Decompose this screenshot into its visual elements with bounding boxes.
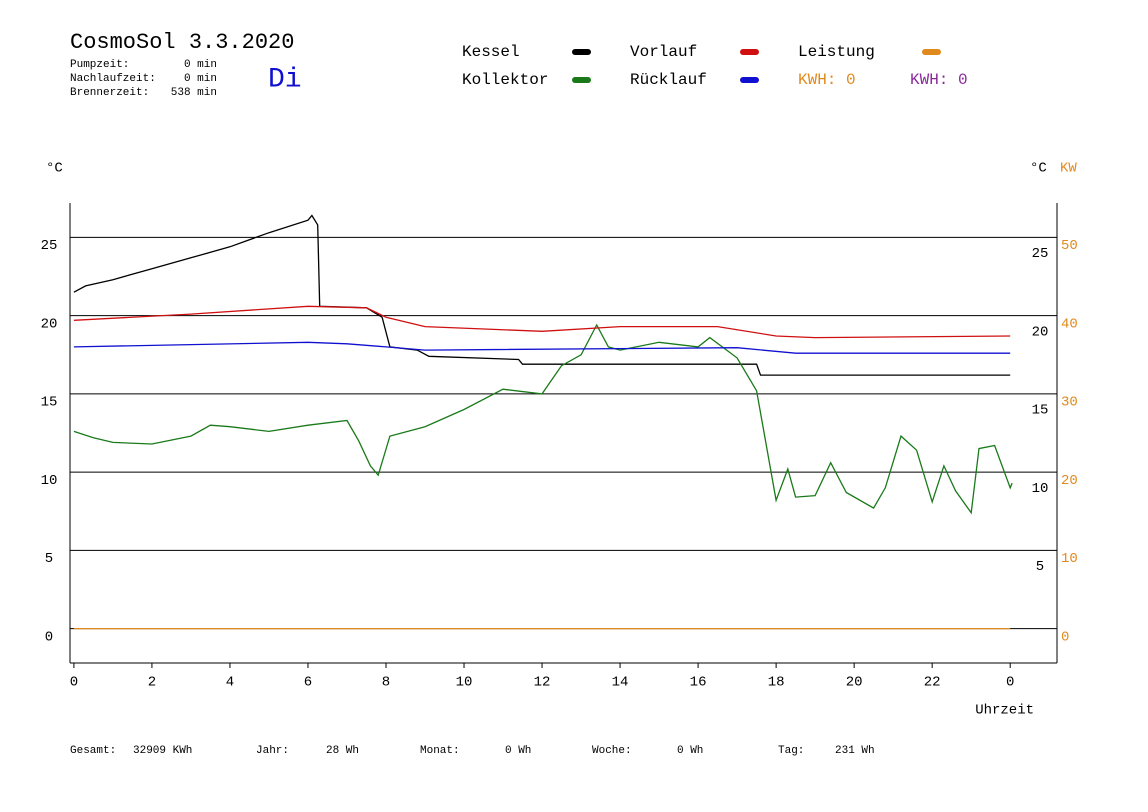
- series-line: [73, 305, 1011, 339]
- series-line: [73, 323, 1013, 515]
- kw-tick-label: 40: [1061, 316, 1078, 332]
- kwh-label: KWH: 0: [910, 71, 968, 89]
- day: Di: [268, 64, 302, 95]
- x-tick-label: 4: [226, 675, 234, 691]
- info-value: 0 min: [184, 73, 217, 85]
- y2-tick-label: 25: [1032, 246, 1049, 262]
- info-value: 538 min: [171, 87, 217, 99]
- legend-label: Kollektor: [462, 71, 548, 89]
- legend-swatch: [572, 49, 591, 55]
- legend-label: Rücklauf: [630, 71, 707, 89]
- y2-tick-label: 20: [1032, 324, 1049, 340]
- footer-value: 0 Wh: [505, 745, 531, 757]
- y2-tick-label: 10: [1032, 481, 1049, 497]
- y-tick-label: 10: [41, 473, 58, 489]
- legend-swatch: [572, 77, 591, 83]
- info-value: 0 min: [184, 59, 217, 71]
- x-tick-label: 2: [148, 675, 156, 691]
- footer-value: 231 Wh: [835, 745, 875, 757]
- info-label: Brennerzeit:: [70, 87, 149, 99]
- y-tick-label: 0: [45, 629, 53, 645]
- series-line: [73, 341, 1011, 354]
- x-tick-label: 12: [534, 675, 551, 691]
- kwh-label: KWH: 0: [798, 71, 856, 89]
- footer-label: Woche:: [592, 745, 632, 757]
- y-axis-unit: °C: [46, 161, 63, 177]
- x-tick-label: 16: [690, 675, 707, 691]
- y-tick-label: 5: [45, 551, 53, 567]
- legend-label: Vorlauf: [630, 43, 697, 61]
- legend-swatch: [922, 49, 941, 55]
- x-tick-label: 18: [768, 675, 785, 691]
- x-tick-label: 22: [924, 675, 941, 691]
- x-tick-label: 6: [304, 675, 312, 691]
- footer-value: 32909 KWh: [133, 745, 192, 757]
- x-axis-label: Uhrzeit: [975, 703, 1034, 719]
- footer-value: 0 Wh: [677, 745, 703, 757]
- legend-label: Kessel: [462, 43, 520, 61]
- y-tick-label: 15: [41, 395, 58, 411]
- legend-swatch: [740, 77, 759, 83]
- info-label: Pumpzeit:: [70, 59, 129, 71]
- footer-label: Gesamt:: [70, 745, 116, 757]
- kw-tick-label: 10: [1061, 551, 1078, 567]
- footer-label: Tag:: [778, 745, 804, 757]
- footer-label: Jahr:: [256, 745, 289, 757]
- legend-swatch: [740, 49, 759, 55]
- y2-tick-label: 15: [1032, 403, 1049, 419]
- series-line: [73, 214, 1011, 376]
- footer-value: 28 Wh: [326, 745, 359, 757]
- y-tick-label: 20: [41, 316, 58, 332]
- kw-tick-label: 20: [1061, 473, 1078, 489]
- y-tick-label: 25: [41, 238, 58, 254]
- x-tick-label: 20: [846, 675, 863, 691]
- y2-axis-unit: °C: [1030, 161, 1047, 177]
- x-tick-label: 8: [382, 675, 390, 691]
- footer-label: Monat:: [420, 745, 460, 757]
- x-tick-label: 14: [612, 675, 629, 691]
- y2-tick-label: 5: [1036, 559, 1044, 575]
- kw-tick-label: 30: [1061, 395, 1078, 411]
- kw-axis-unit: KW: [1060, 161, 1077, 177]
- legend-label: Leistung: [798, 43, 875, 61]
- info-label: Nachlaufzeit:: [70, 73, 156, 85]
- title: CosmoSol 3.3.2020: [70, 30, 294, 55]
- kw-tick-label: 50: [1061, 238, 1078, 254]
- x-tick-label: 10: [456, 675, 473, 691]
- x-tick-label: 0: [70, 675, 78, 691]
- kw-tick-label: 0: [1061, 629, 1069, 645]
- x-tick-label: 0: [1006, 675, 1014, 691]
